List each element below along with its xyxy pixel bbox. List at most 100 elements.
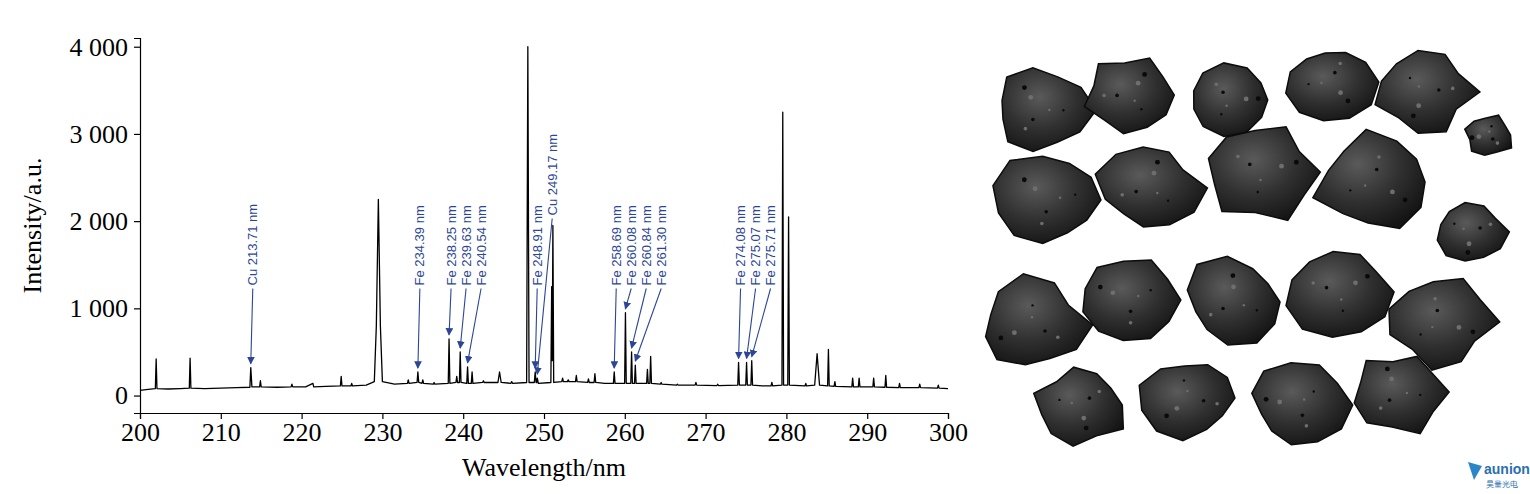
tick-label: 230 (363, 418, 402, 447)
tick: 1 000 (70, 294, 141, 323)
lump-texture (1033, 186, 1038, 191)
tick: 240 (444, 413, 483, 447)
lump-texture (1167, 199, 1169, 201)
lump-texture (1467, 241, 1472, 246)
lump-texture (1433, 297, 1437, 301)
lump-texture (1088, 396, 1092, 400)
spectrum-line (140, 47, 948, 391)
tick: 260 (606, 413, 645, 447)
lump-texture (1416, 103, 1421, 108)
lump-texture (1490, 125, 1492, 127)
coke-lump (1389, 279, 1500, 371)
tick-label: 2 000 (70, 207, 129, 236)
lump-texture (1056, 336, 1060, 340)
lump-texture (1256, 96, 1261, 101)
lump-texture (1471, 329, 1476, 334)
lump-texture (1115, 94, 1119, 98)
coke-lump (1208, 127, 1320, 221)
lump-texture (1215, 402, 1219, 406)
lump-texture (1140, 108, 1142, 110)
lump-texture (1478, 226, 1482, 230)
lump-texture (1389, 377, 1394, 382)
lump-texture (1431, 326, 1433, 328)
watermark-text: aunion (1484, 461, 1530, 477)
annotation-label: Fe 275.71 nm (763, 205, 778, 285)
coke-lump (1286, 251, 1394, 337)
annotation-arrow (752, 289, 771, 357)
lump-texture (1102, 94, 1106, 98)
lump-texture (1294, 160, 1299, 165)
coke-lump (1095, 147, 1207, 227)
lump-texture (1301, 414, 1305, 418)
tick: 250 (525, 413, 564, 447)
plot-area (140, 47, 948, 391)
lump-texture (1142, 72, 1147, 77)
lump-texture (1133, 99, 1135, 101)
lump-texture (1437, 88, 1441, 92)
lump-texture (1129, 321, 1133, 325)
lump-texture (1243, 304, 1245, 306)
lump-texture (1264, 397, 1269, 402)
lump-texture (1071, 402, 1073, 404)
coke-lump (1465, 115, 1512, 155)
lump-texture (1048, 109, 1050, 111)
coke-lump (1437, 203, 1509, 261)
lump-texture (1221, 307, 1225, 311)
lump-texture (1457, 325, 1462, 330)
tick: 0 (115, 381, 140, 410)
lump-texture (1333, 71, 1337, 75)
lump-texture (1340, 298, 1342, 300)
lump-texture (1097, 390, 1101, 394)
lump-texture (1342, 310, 1344, 312)
x-axis: 200210220230240250260270280290300 (121, 413, 968, 447)
tick-label: 260 (606, 418, 645, 447)
lump-texture (1031, 316, 1033, 318)
lump-texture (1379, 406, 1383, 410)
lump-texture (1236, 155, 1240, 159)
lump-texture (1496, 141, 1500, 145)
tick-label: 1 000 (70, 294, 129, 323)
tick: 200 (121, 413, 160, 447)
coke-lump (1194, 63, 1268, 137)
annotation-label: Fe 260.84 nm (639, 205, 654, 285)
lump-texture (1164, 413, 1169, 418)
annotation-arrow (251, 289, 253, 364)
lump-texture (1031, 304, 1033, 306)
coke-lump (1187, 256, 1280, 345)
lump-texture (1488, 130, 1490, 132)
lump-texture (1074, 193, 1076, 195)
lump-texture (1353, 280, 1358, 285)
watermark-icon (1468, 462, 1482, 480)
lump-texture (1155, 160, 1160, 165)
lump-texture (1470, 135, 1475, 140)
annotation-label: Fe 260.08 nm (624, 205, 639, 285)
tick-label: 280 (767, 418, 806, 447)
lump-texture (1150, 289, 1152, 291)
lump-texture (1098, 285, 1103, 290)
coke-lump (1083, 260, 1181, 340)
annotation-arrow (537, 219, 552, 375)
lump-texture (1062, 109, 1064, 111)
lump-texture (1136, 81, 1141, 86)
tick-mark (134, 47, 140, 48)
annotation-arrow (739, 289, 741, 359)
annotation-arrow (625, 289, 631, 309)
tick: 270 (687, 413, 726, 447)
tick-label: 210 (202, 418, 241, 447)
lump-texture (1390, 190, 1395, 195)
lump-texture (1465, 250, 1470, 255)
tick-mark (134, 395, 140, 396)
annotation-label: Fe 239.63 nm (459, 205, 474, 285)
lump-texture (1311, 281, 1315, 285)
lump-texture (1451, 87, 1455, 91)
tick: 300 (929, 413, 968, 447)
lump-texture (1307, 83, 1309, 85)
lump-texture (998, 336, 1003, 341)
coke-lump (1084, 58, 1174, 134)
y-axis-title: Intensity/a.u. (18, 158, 47, 294)
lump-texture (1221, 90, 1225, 94)
lump-texture (1022, 85, 1027, 90)
lump-texture (1462, 228, 1464, 230)
lump-texture (1156, 192, 1158, 194)
annotation-label: Fe 240.54 nm (474, 205, 489, 285)
